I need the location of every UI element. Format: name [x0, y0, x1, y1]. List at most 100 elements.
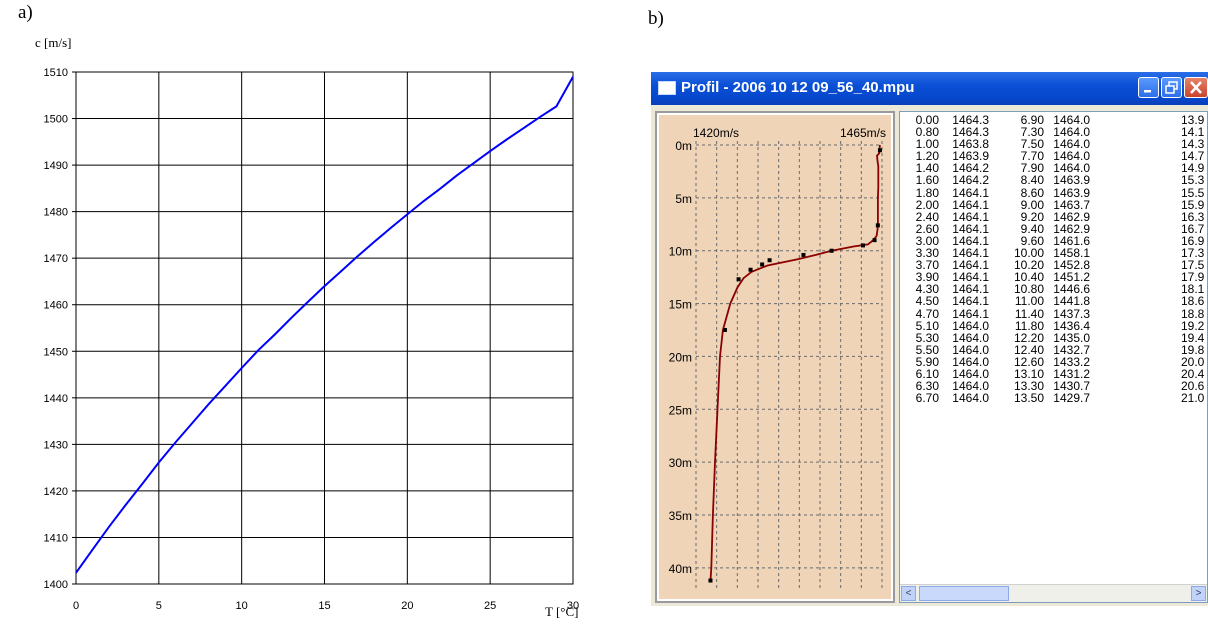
table-cell: 17.9 [1181, 270, 1205, 285]
table-cell: 11.40 [1014, 306, 1044, 321]
speed-column-2: 1464.0 1464.0 1464.0 1464.0 1464.0 1463.9 1463… [1050, 114, 1090, 404]
depth-column-2: 6.90 7.30 7.50 7.70 7.90 8.40 8.60 9.00 9.20 9.40… [1004, 114, 1044, 404]
restore-icon [1165, 81, 1178, 94]
table-cell: 1462.9 [1053, 221, 1090, 236]
table-cell: 1.80 [915, 185, 939, 200]
table-cell: 1435.0 [1053, 330, 1090, 345]
close-icon [1190, 81, 1202, 94]
depth-tick-label: 10m [669, 245, 692, 259]
sound-speed-vs-temperature-chart: 0 5 10 15 20 25 30 1400 1410 1420 1430 1440 1450 1460… [44, 67, 580, 612]
table-cell: 12.60 [1013, 354, 1044, 369]
minimize-button[interactable] [1138, 77, 1159, 98]
panel-b-label: b) [648, 8, 664, 29]
table-cell: 2.60 [915, 221, 939, 236]
depth-tick-label: 30m [669, 456, 692, 470]
y-tick-label: 1500 [44, 114, 68, 126]
table-cell: 1464.3 [952, 113, 989, 127]
table-cell: 1464.0 [1053, 149, 1090, 164]
table-cell: 1.00 [915, 137, 939, 152]
table-cell: 1464.0 [952, 379, 989, 394]
table-cell: 1463.9 [1053, 185, 1090, 200]
table-cell: 1464.1 [952, 246, 989, 261]
restore-button[interactable] [1161, 77, 1182, 98]
x-tick-label: 25 [484, 600, 496, 612]
sound-speed-line [75, 76, 574, 574]
y-tick-label: 1450 [44, 346, 68, 358]
depth-tick-label: 25m [669, 403, 692, 417]
close-button[interactable] [1184, 77, 1208, 98]
table-cell: 7.50 [1020, 137, 1044, 152]
table-cell: 1458.1 [1053, 246, 1090, 261]
table-cell: 1464.0 [952, 318, 989, 333]
table-cell: 1464.1 [952, 197, 989, 212]
table-cell: 4.30 [915, 282, 939, 297]
window-app-icon [658, 81, 676, 95]
profile-plot-area[interactable]: 0m 5m 10m 15m 20m 25m 30m 35m 40m 1420m/s 1465m/s [659, 115, 891, 599]
x-max-label: 1465m/s [840, 126, 886, 140]
table-cell: 8.60 [1020, 185, 1044, 200]
table-cell: 6.90 [1020, 113, 1044, 127]
depth-column-1: 0.00 0.80 1.00 1.20 1.40 1.60 1.80 2.00 2.40 2.60… [909, 114, 939, 404]
table-cell: 11.80 [1014, 318, 1044, 333]
table-cell: 2.00 [915, 197, 939, 212]
table-cell: 13.10 [1013, 366, 1044, 381]
y-tick-label: 1490 [44, 160, 68, 172]
table-cell: 9.60 [1020, 233, 1044, 248]
table-cell: 1463.9 [1053, 173, 1090, 188]
table-cell: 4.50 [915, 294, 939, 309]
table-cell: 10.00 [1013, 246, 1044, 261]
table-cell: 19.2 [1181, 318, 1205, 333]
table-cell: 13.9 [1181, 113, 1205, 127]
table-cell: 5.10 [915, 318, 939, 333]
table-cell: 1446.6 [1053, 282, 1090, 297]
x-tick-label: 15 [318, 600, 330, 612]
table-cell: 14.1 [1181, 125, 1205, 140]
table-cell: 0.00 [915, 113, 939, 127]
scroll-right-icon[interactable]: > [1191, 586, 1206, 601]
table-cell: 2.40 [915, 209, 939, 224]
table-cell: 16.9 [1181, 233, 1205, 248]
table-cell: 1464.1 [952, 233, 989, 248]
window-titlebar[interactable]: Profil - 2006 10 12 09_56_40.mpu [651, 72, 1208, 105]
table-cell: 10.20 [1013, 258, 1044, 273]
table-cell: 17.3 [1181, 246, 1205, 261]
table-cell: 11.00 [1014, 294, 1044, 309]
table-cell: 1452.8 [1053, 258, 1090, 273]
profile-data-list[interactable]: 0.00 0.80 1.00 1.20 1.40 1.60 1.80 2.00 2.40 2.60… [899, 111, 1208, 603]
table-cell: 1429.7 [1053, 391, 1090, 406]
y-tick-label: 1470 [44, 253, 68, 265]
x-tick-label: 5 [156, 600, 162, 612]
table-cell: 1437.3 [1053, 306, 1090, 321]
table-cell: 9.40 [1020, 221, 1044, 236]
panel-a: 0 5 10 15 20 25 30 1400 1410 1420 1430 1440 1450 1460… [18, 2, 580, 619]
table-cell: 20.6 [1181, 379, 1205, 394]
table-cell: 21.0 [1181, 391, 1205, 406]
table-cell: 1462.9 [1053, 209, 1090, 224]
y-axis-label: c [m/s] [35, 35, 72, 50]
table-cell: 1464.1 [952, 209, 989, 224]
horizontal-scrollbar[interactable]: < > [900, 584, 1207, 602]
table-cell: 1464.0 [1053, 113, 1090, 127]
scroll-left-icon[interactable]: < [901, 586, 916, 601]
table-cell: 18.6 [1181, 294, 1205, 309]
speed-profile-chart: 0m 5m 10m 15m 20m 25m 30m 35m 40m 1420m/s 1465m/s [669, 126, 886, 589]
depth-tick-label: 35m [669, 509, 692, 523]
table-cell: 15.9 [1181, 197, 1205, 212]
y-tick-label: 1410 [44, 532, 68, 544]
table-cell: 1.20 [915, 149, 939, 164]
table-cell: 1441.8 [1053, 294, 1090, 309]
table-cell: 1464.1 [952, 221, 989, 236]
table-cell: 13.30 [1013, 379, 1044, 394]
profile-point-marker [860, 243, 865, 248]
table-cell: 1464.0 [952, 330, 989, 345]
table-cell: 1451.2 [1053, 270, 1090, 285]
table-cell: 1.60 [915, 173, 939, 188]
profile-point-marker [760, 262, 765, 267]
table-cell: 15.3 [1181, 173, 1205, 188]
table-cell: 1463.7 [1053, 197, 1090, 212]
table-cell: 19.8 [1181, 342, 1205, 357]
scrollbar-thumb[interactable] [919, 586, 1009, 601]
table-cell: 1464.2 [952, 161, 989, 176]
depth-tick-label: 40m [669, 562, 692, 576]
depth-tick-label: 0m [675, 139, 692, 153]
